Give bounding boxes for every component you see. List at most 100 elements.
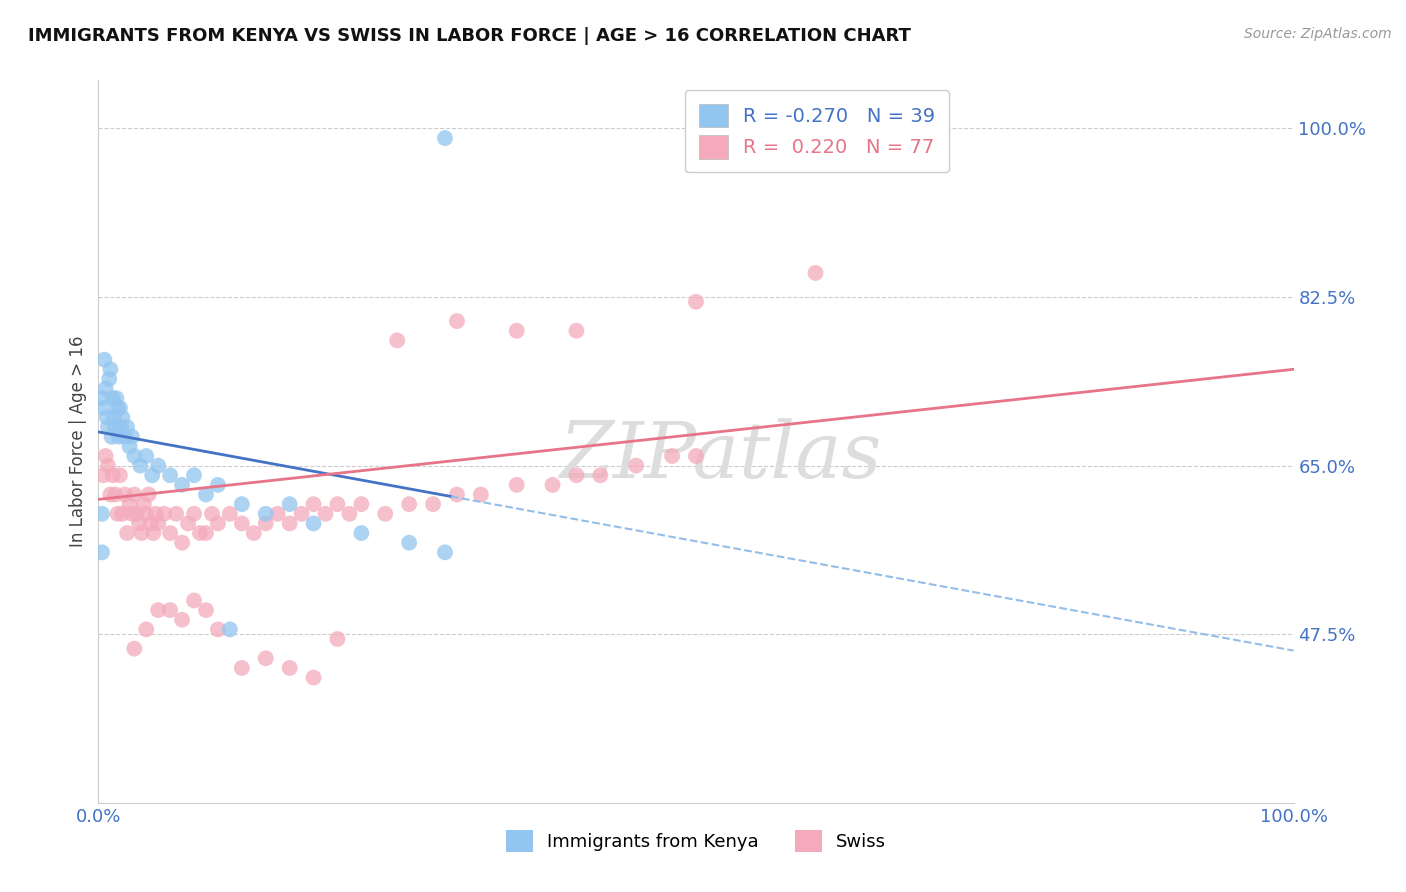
Point <box>148 458 170 473</box>
Point <box>91 401 114 415</box>
Point <box>302 497 325 511</box>
Point <box>115 526 138 541</box>
Point <box>201 507 224 521</box>
Point <box>446 314 468 328</box>
Point <box>195 487 218 501</box>
Point <box>159 526 181 541</box>
Point <box>148 603 170 617</box>
Point <box>101 391 124 405</box>
Point <box>506 324 529 338</box>
Point <box>125 507 148 521</box>
Point <box>685 294 707 309</box>
Point <box>219 507 242 521</box>
Point <box>254 507 277 521</box>
Point <box>148 516 170 531</box>
Point <box>434 131 457 145</box>
Point <box>398 497 420 511</box>
Point <box>183 593 205 607</box>
Point <box>231 516 253 531</box>
Legend: Immigrants from Kenya, Swiss: Immigrants from Kenya, Swiss <box>498 822 894 859</box>
Point <box>183 507 205 521</box>
Point <box>108 401 131 415</box>
Point <box>115 420 138 434</box>
Point <box>107 430 129 444</box>
Point <box>101 468 124 483</box>
Point <box>111 410 134 425</box>
Point <box>422 497 444 511</box>
Point <box>124 449 146 463</box>
Point <box>172 535 194 549</box>
Point <box>91 507 114 521</box>
Point <box>105 391 128 405</box>
Point <box>129 458 152 473</box>
Point <box>108 468 131 483</box>
Point <box>138 487 160 501</box>
Point <box>177 516 200 531</box>
Point <box>243 526 266 541</box>
Point <box>219 623 242 637</box>
Point <box>326 497 349 511</box>
Point <box>231 497 253 511</box>
Point <box>434 545 457 559</box>
Point <box>159 468 181 483</box>
Point <box>278 497 301 511</box>
Point <box>97 420 120 434</box>
Point <box>93 352 115 367</box>
Point <box>91 545 114 559</box>
Point <box>661 449 683 463</box>
Point <box>135 449 157 463</box>
Point <box>94 449 117 463</box>
Point <box>98 372 121 386</box>
Point <box>195 526 218 541</box>
Point <box>153 507 176 521</box>
Point <box>142 526 165 541</box>
Point <box>470 487 492 501</box>
Point <box>254 651 277 665</box>
Point <box>254 516 277 531</box>
Point <box>135 507 157 521</box>
Point <box>103 410 125 425</box>
Point <box>121 430 143 444</box>
Point <box>107 507 129 521</box>
Point <box>96 410 118 425</box>
Point <box>278 516 301 531</box>
Point <box>91 391 114 405</box>
Point <box>111 507 134 521</box>
Point <box>267 507 290 521</box>
Point <box>804 266 827 280</box>
Point <box>94 382 117 396</box>
Point <box>626 458 648 473</box>
Point <box>541 478 564 492</box>
Point <box>350 526 373 541</box>
Text: IMMIGRANTS FROM KENYA VS SWISS IN LABOR FORCE | AGE > 16 CORRELATION CHART: IMMIGRANTS FROM KENYA VS SWISS IN LABOR … <box>28 27 911 45</box>
Point <box>278 661 301 675</box>
Point <box>195 603 218 617</box>
Point <box>207 623 229 637</box>
Point <box>159 603 181 617</box>
Point <box>165 507 187 521</box>
Point <box>98 487 122 501</box>
Point <box>565 324 588 338</box>
Point <box>145 507 167 521</box>
Point <box>97 458 120 473</box>
Point <box>124 487 146 501</box>
Point <box>326 632 349 646</box>
Point <box>506 478 529 492</box>
Point <box>141 468 163 483</box>
Point <box>91 468 114 483</box>
Point <box>110 420 132 434</box>
Y-axis label: In Labor Force | Age > 16: In Labor Force | Age > 16 <box>69 335 87 548</box>
Point <box>183 468 205 483</box>
Point <box>685 449 707 463</box>
Point <box>302 516 325 531</box>
Point <box>207 516 229 531</box>
Point <box>172 478 194 492</box>
Point <box>104 487 127 501</box>
Point <box>107 401 129 415</box>
Point <box>114 487 136 501</box>
Point <box>302 671 325 685</box>
Point <box>124 641 146 656</box>
Point <box>291 507 314 521</box>
Point <box>398 535 420 549</box>
Text: Source: ZipAtlas.com: Source: ZipAtlas.com <box>1244 27 1392 41</box>
